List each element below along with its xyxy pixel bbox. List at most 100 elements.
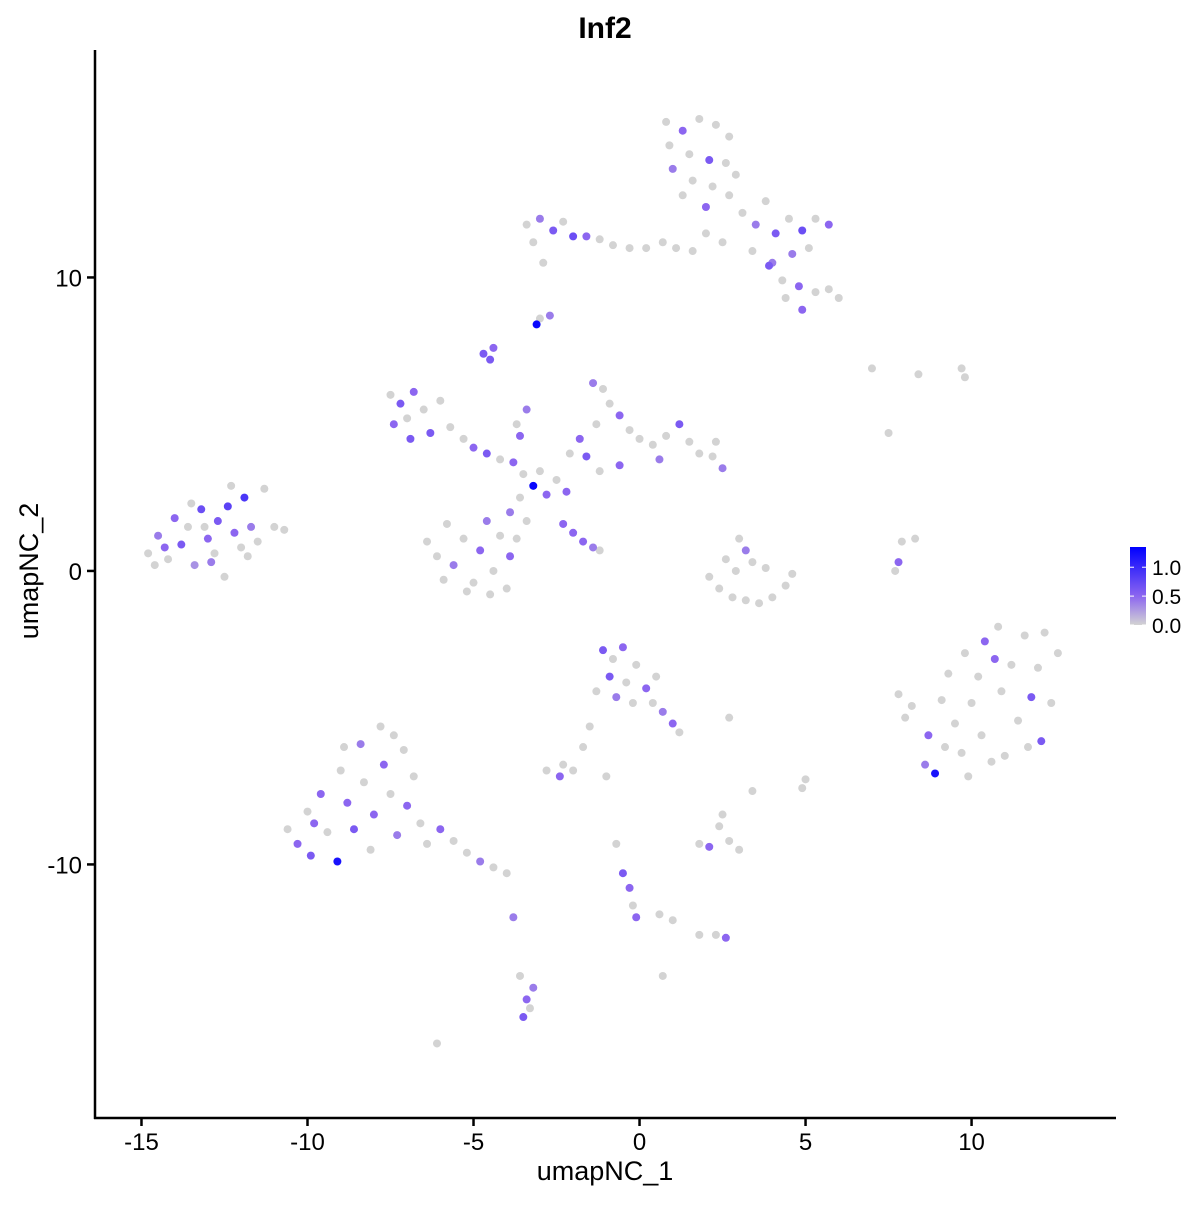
data-point (824, 285, 833, 294)
data-point (695, 930, 704, 939)
data-point (589, 379, 598, 388)
data-point (237, 543, 246, 552)
data-point (283, 825, 292, 834)
data-point (907, 701, 916, 710)
data-point (223, 502, 232, 511)
data-point (1014, 716, 1023, 725)
data-point (625, 883, 634, 892)
data-point (469, 443, 478, 452)
data-point (582, 452, 591, 461)
data-point (1020, 631, 1029, 640)
data-point (522, 517, 531, 526)
data-point (323, 828, 332, 837)
data-point (476, 546, 485, 555)
data-point (486, 355, 495, 364)
data-point (306, 851, 315, 860)
data-point (741, 546, 750, 555)
data-point (662, 431, 671, 440)
data-point (170, 514, 179, 523)
data-point (994, 622, 1003, 631)
data-point (432, 1039, 441, 1048)
data-point (957, 748, 966, 757)
data-point (668, 916, 677, 925)
data-point (741, 596, 750, 605)
data-point (343, 798, 352, 807)
data-point (628, 699, 637, 708)
data-point (725, 191, 734, 200)
data-point (648, 440, 657, 449)
data-point (977, 731, 986, 740)
data-point (376, 722, 385, 731)
data-point (1000, 751, 1009, 760)
data-point (811, 288, 820, 297)
x-tick-label: -15 (124, 1129, 159, 1156)
data-point (336, 766, 345, 775)
data-point (615, 411, 624, 420)
data-point (462, 848, 471, 857)
data-point (688, 176, 697, 185)
data-point (582, 232, 591, 241)
data-point (270, 522, 279, 531)
data-point (924, 731, 933, 740)
data-point (788, 569, 797, 578)
data-point (1040, 628, 1049, 637)
data-point (197, 505, 206, 514)
data-point (1033, 663, 1042, 672)
x-tick-label: -10 (290, 1129, 325, 1156)
data-point (592, 687, 601, 696)
data-point (911, 534, 920, 543)
data-point (735, 845, 744, 854)
data-point (399, 745, 408, 754)
data-point (748, 558, 757, 567)
data-point (675, 728, 684, 737)
data-point (914, 370, 923, 379)
data-point (658, 971, 667, 980)
data-point (542, 766, 551, 775)
x-axis-label: umapNC_1 (537, 1156, 674, 1186)
data-point (960, 373, 969, 382)
data-point (708, 452, 717, 461)
data-point (632, 913, 641, 922)
data-point (559, 760, 568, 769)
data-point (612, 839, 621, 848)
data-point (678, 126, 687, 135)
data-point (552, 475, 561, 484)
data-point (957, 364, 966, 373)
data-point (449, 561, 458, 570)
data-point (751, 220, 760, 229)
data-point (592, 420, 601, 429)
data-point (496, 531, 505, 540)
data-point (340, 743, 349, 752)
data-point (665, 141, 674, 150)
data-point (1053, 649, 1062, 658)
data-point (516, 971, 525, 980)
data-point (901, 713, 910, 722)
data-point (446, 423, 455, 432)
data-point (608, 241, 617, 250)
data-point (409, 387, 418, 396)
data-point (599, 384, 608, 393)
data-point (436, 825, 445, 834)
data-point (436, 396, 445, 405)
data-point (974, 672, 983, 681)
data-point (701, 229, 710, 238)
data-point (416, 819, 425, 828)
data-point (423, 839, 432, 848)
data-point (755, 599, 764, 608)
data-point (921, 760, 930, 769)
data-point (280, 525, 289, 534)
data-point (658, 238, 667, 247)
data-point (333, 857, 342, 866)
data-point (701, 203, 710, 212)
data-point (502, 869, 511, 878)
data-point (419, 405, 428, 414)
data-point (599, 646, 608, 655)
data-point (479, 349, 488, 358)
data-point (240, 493, 249, 502)
data-point (569, 528, 578, 537)
data-point (781, 293, 790, 302)
data-point (705, 842, 714, 851)
data-point (711, 120, 720, 129)
data-point (349, 825, 358, 834)
